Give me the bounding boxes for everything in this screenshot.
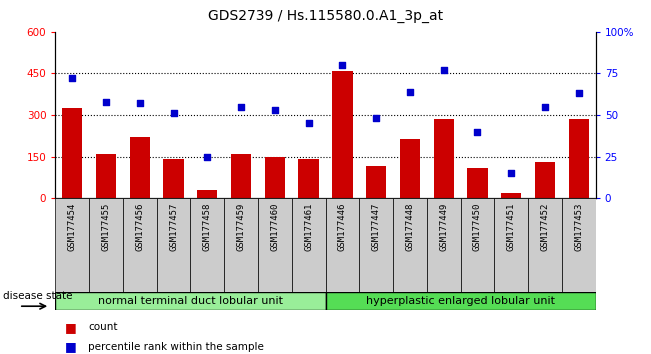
Point <box>169 110 179 116</box>
Bar <box>265 156 285 198</box>
Bar <box>427 198 461 292</box>
Point <box>472 129 482 135</box>
Bar <box>366 166 386 198</box>
Bar <box>231 154 251 198</box>
Text: normal terminal duct lobular unit: normal terminal duct lobular unit <box>98 296 283 306</box>
Text: GSM177457: GSM177457 <box>169 203 178 251</box>
Bar <box>326 198 359 292</box>
Bar <box>191 198 224 292</box>
Point <box>540 104 550 110</box>
Bar <box>393 198 427 292</box>
Point <box>135 101 145 106</box>
Text: ■: ■ <box>65 341 77 353</box>
Point <box>574 91 584 96</box>
Text: GSM177458: GSM177458 <box>203 203 212 251</box>
Text: ■: ■ <box>65 321 77 334</box>
Bar <box>62 108 82 198</box>
Bar <box>258 198 292 292</box>
Text: disease state: disease state <box>3 291 73 302</box>
Text: GSM177456: GSM177456 <box>135 203 145 251</box>
Point <box>101 99 111 104</box>
Bar <box>55 292 325 310</box>
Bar <box>96 154 116 198</box>
Bar <box>569 119 589 198</box>
Text: GSM177452: GSM177452 <box>540 203 549 251</box>
Bar <box>562 198 596 292</box>
Text: GSM177447: GSM177447 <box>372 203 381 251</box>
Point <box>405 89 415 95</box>
Text: count: count <box>88 322 117 332</box>
Text: hyperplastic enlarged lobular unit: hyperplastic enlarged lobular unit <box>366 296 555 306</box>
Point <box>506 171 516 176</box>
Point <box>67 76 77 81</box>
Point <box>236 104 246 110</box>
Text: GDS2739 / Hs.115580.0.A1_3p_at: GDS2739 / Hs.115580.0.A1_3p_at <box>208 9 443 23</box>
Point <box>337 62 348 68</box>
Bar <box>501 193 521 198</box>
Text: percentile rank within the sample: percentile rank within the sample <box>88 342 264 352</box>
Bar <box>163 159 184 198</box>
Bar <box>461 198 494 292</box>
Text: GSM177448: GSM177448 <box>406 203 415 251</box>
Bar <box>197 190 217 198</box>
Bar <box>434 119 454 198</box>
Bar <box>299 159 319 198</box>
Bar <box>123 198 157 292</box>
Bar <box>528 198 562 292</box>
Bar <box>332 71 353 198</box>
Bar <box>89 198 123 292</box>
Point <box>371 115 381 121</box>
Bar <box>326 292 596 310</box>
Text: GSM177451: GSM177451 <box>506 203 516 251</box>
Bar <box>400 139 420 198</box>
Text: GSM177454: GSM177454 <box>68 203 77 251</box>
Bar <box>359 198 393 292</box>
Text: GSM177459: GSM177459 <box>236 203 245 251</box>
Point <box>270 107 280 113</box>
Bar <box>494 198 528 292</box>
Bar <box>292 198 326 292</box>
Bar <box>535 162 555 198</box>
Bar <box>55 198 89 292</box>
Bar <box>224 198 258 292</box>
Point <box>202 154 212 159</box>
Text: GSM177460: GSM177460 <box>270 203 279 251</box>
Point <box>303 120 314 126</box>
Text: GSM177446: GSM177446 <box>338 203 347 251</box>
Point <box>439 67 449 73</box>
Bar <box>130 137 150 198</box>
Text: GSM177455: GSM177455 <box>102 203 111 251</box>
Bar <box>467 168 488 198</box>
Text: GSM177449: GSM177449 <box>439 203 448 251</box>
Text: GSM177461: GSM177461 <box>304 203 313 251</box>
Bar <box>157 198 191 292</box>
Text: GSM177453: GSM177453 <box>574 203 583 251</box>
Text: GSM177450: GSM177450 <box>473 203 482 251</box>
